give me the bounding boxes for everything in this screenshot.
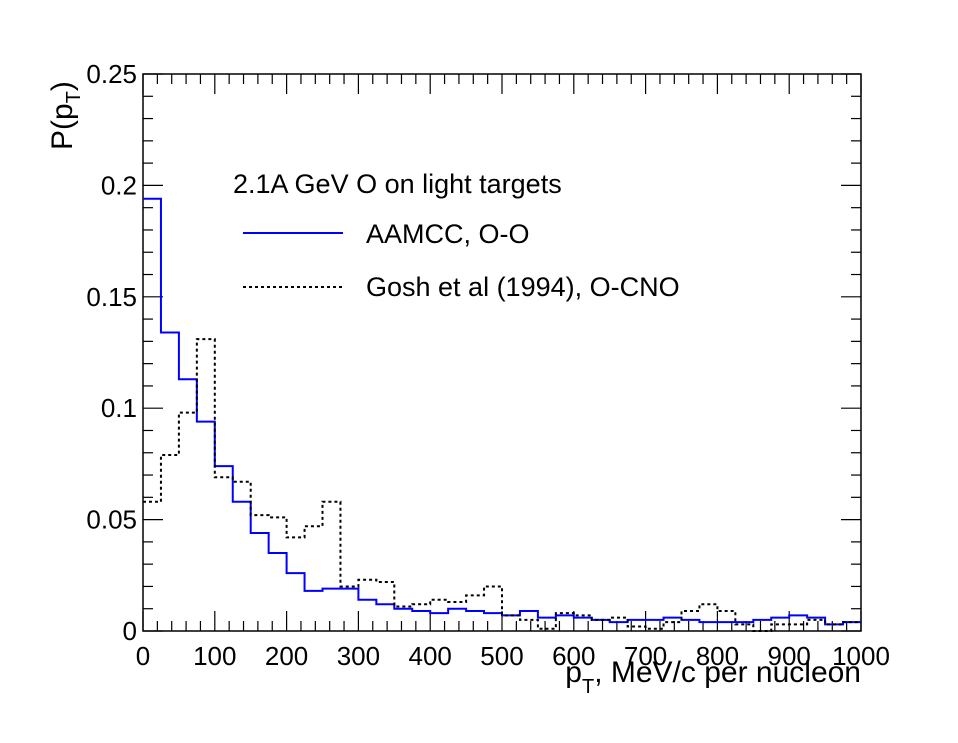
legend-header: 2.1A GeV O on light targets [233,169,562,199]
series-aamcc-line [143,197,861,626]
x-tick-label: 600 [552,641,595,671]
y-tick-label: 0.2 [101,170,137,200]
x-tick-label: 500 [480,641,523,671]
axis-ticks [142,73,862,632]
legend-entry-gosh: Gosh et al (1994), O-CNO [366,272,680,302]
y-axis-title-sub: T [63,91,85,103]
y-tick-label: 0.05 [86,505,137,535]
x-tick-label: 0 [136,641,150,671]
series-group [143,197,861,632]
x-tick-label: 300 [337,641,380,671]
tick-labels: 0 100 200 300 400 500 600 700 800 900 1000 0 0.05 0.1… [86,59,890,671]
x-axis-title-sub: T [582,676,594,698]
legend-entry-aamcc: AAMCC, O-O [366,219,530,249]
y-axis-title-main: P(p [46,103,79,150]
legend: 2.1A GeV O on light targets AAMCC, O-O G… [233,169,680,302]
y-tick-label: 0.25 [86,59,137,89]
x-axis-title-rest: , MeV/c per nucleon [594,656,861,689]
y-tick-label: 0.1 [101,393,137,423]
y-axis-title: P(pT) [46,81,85,150]
x-tick-label: 900 [768,641,811,671]
plot-frame [142,73,862,632]
x-tick-label: 1000 [832,641,890,671]
x-tick-label: 200 [265,641,308,671]
y-tick-label: 0 [123,616,137,646]
x-axis-title-main: p [565,656,582,689]
x-tick-label: 100 [193,641,236,671]
x-tick-label: 400 [409,641,452,671]
x-axis-title: pT, MeV/c per nucleon [565,656,861,698]
x-tick-label: 800 [696,641,739,671]
series-gosh-line [143,338,861,632]
x-tick-label: 700 [624,641,667,671]
y-axis-title-rest: ) [46,81,79,91]
y-tick-label: 0.15 [86,282,137,312]
